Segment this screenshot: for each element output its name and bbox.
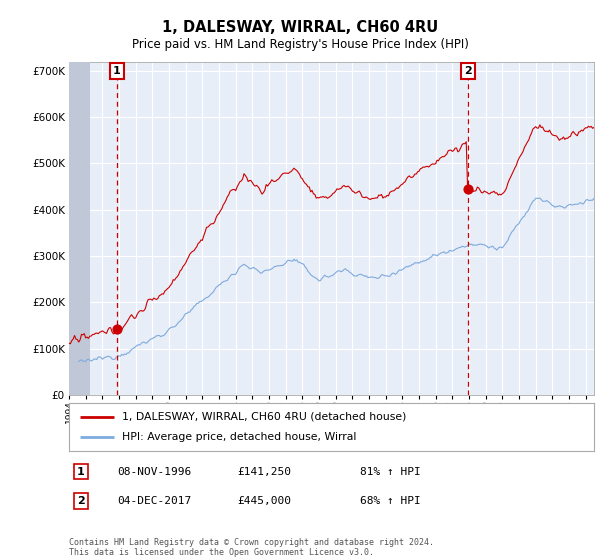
Text: HPI: Average price, detached house, Wirral: HPI: Average price, detached house, Wirr… — [121, 432, 356, 442]
Text: £141,250: £141,250 — [237, 466, 291, 477]
Text: 04-DEC-2017: 04-DEC-2017 — [117, 496, 191, 506]
Text: 2: 2 — [77, 496, 85, 506]
Text: Contains HM Land Registry data © Crown copyright and database right 2024.
This d: Contains HM Land Registry data © Crown c… — [69, 538, 434, 557]
Text: 68% ↑ HPI: 68% ↑ HPI — [360, 496, 421, 506]
Text: 08-NOV-1996: 08-NOV-1996 — [117, 466, 191, 477]
Text: 1, DALESWAY, WIRRAL, CH60 4RU (detached house): 1, DALESWAY, WIRRAL, CH60 4RU (detached … — [121, 412, 406, 422]
Text: 1, DALESWAY, WIRRAL, CH60 4RU: 1, DALESWAY, WIRRAL, CH60 4RU — [162, 20, 438, 35]
Text: 1: 1 — [113, 66, 121, 76]
Text: Price paid vs. HM Land Registry's House Price Index (HPI): Price paid vs. HM Land Registry's House … — [131, 38, 469, 50]
Text: £445,000: £445,000 — [237, 496, 291, 506]
Bar — [69, 62, 90, 395]
Text: 81% ↑ HPI: 81% ↑ HPI — [360, 466, 421, 477]
Text: 2: 2 — [464, 66, 472, 76]
Text: 1: 1 — [77, 466, 85, 477]
Point — [112, 325, 122, 334]
Point — [463, 184, 472, 193]
